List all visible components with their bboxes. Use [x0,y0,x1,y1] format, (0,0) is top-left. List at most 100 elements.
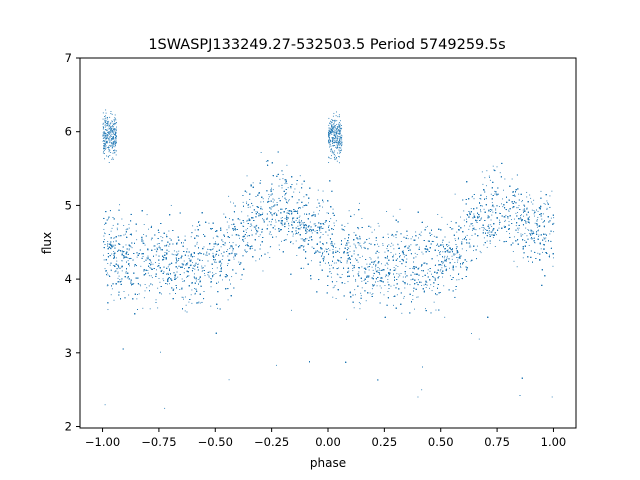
data-point [240,278,242,280]
data-point [267,224,269,226]
data-point [183,242,184,244]
data-point [451,258,453,260]
data-point [221,262,223,264]
data-point [495,234,497,236]
data-point [540,207,542,209]
data-point [510,219,512,221]
data-point [416,244,418,246]
data-point [400,241,402,242]
data-point [295,219,297,221]
data-point [232,230,234,231]
data-point [107,263,109,264]
data-point [376,285,378,287]
data-point [386,248,388,250]
data-point [228,195,230,197]
data-point [453,269,455,271]
data-point [106,285,108,287]
data-point [104,404,106,406]
data-point [232,250,234,252]
data-point [441,264,443,266]
data-point [426,284,428,286]
data-point [107,309,109,311]
data-point [454,238,456,240]
data-point [249,220,251,221]
data-point [168,264,170,266]
data-point [418,233,420,235]
data-point [135,230,137,232]
data-point [489,177,490,178]
data-point [517,229,519,231]
data-point [268,196,270,198]
data-point [490,219,492,221]
data-point [117,251,118,252]
data-point [320,248,322,250]
data-point [368,242,370,244]
data-point [297,233,299,235]
data-point [249,219,251,221]
data-point [143,297,145,299]
data-point [114,271,116,273]
data-point [302,206,304,208]
data-point [220,246,222,248]
data-point [379,292,381,294]
data-point [473,198,475,200]
data-point [258,215,260,217]
data-point [471,196,473,198]
data-point [417,396,419,398]
data-point [403,296,405,297]
data-point [459,254,461,256]
data-point [160,236,162,238]
data-point [479,250,481,252]
data-point [247,228,249,230]
data-point [282,178,284,180]
data-point [298,219,300,221]
data-point [359,308,361,310]
data-point [231,246,233,248]
data-point [518,193,520,195]
data-point [476,245,478,247]
data-point [436,245,438,246]
data-point [502,198,504,200]
data-point [446,223,448,225]
data-point [486,196,487,198]
data-point [472,225,474,227]
data-point [412,272,414,274]
data-point [375,260,377,262]
data-point [309,236,311,238]
data-point [355,247,357,249]
data-point [290,241,292,243]
data-point [325,248,327,250]
data-point [194,268,196,270]
data-point [146,287,148,289]
data-point [304,240,306,242]
data-point [320,236,322,238]
data-point [186,248,188,250]
data-point [476,215,478,217]
data-point [454,262,456,263]
data-point [300,221,302,223]
data-point [379,270,381,271]
data-point [506,231,508,232]
data-point [206,251,208,253]
data-point [378,225,380,227]
data-point [151,225,153,227]
data-point [408,245,410,247]
data-point [445,268,447,270]
data-point [440,292,441,293]
data-point [303,224,305,226]
data-point [542,222,544,223]
data-point [521,219,522,221]
data-point [169,237,171,239]
data-point [302,240,304,242]
data-point [167,283,168,285]
data-point [542,251,543,253]
data-point [220,264,222,266]
data-point [429,270,431,272]
data-point [304,222,305,224]
data-point [191,289,193,291]
data-point [450,220,452,222]
data-point [284,194,286,196]
data-point [316,206,318,208]
data-point [224,244,226,246]
data-point [387,233,389,235]
